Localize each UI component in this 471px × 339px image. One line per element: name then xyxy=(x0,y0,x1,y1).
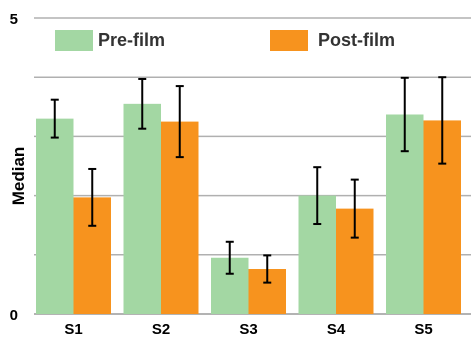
error-bar-s4-pre-film xyxy=(313,166,322,226)
y-tick-label: 0 xyxy=(10,307,18,324)
x-tick-label: S3 xyxy=(239,321,257,338)
error-bar-s5-pre-film xyxy=(400,76,409,153)
error-bar-s3-post-film xyxy=(263,254,272,284)
bar-s1-pre-film xyxy=(36,118,74,314)
error-bars xyxy=(50,76,447,284)
error-bar-s2-pre-film xyxy=(138,77,147,130)
bars xyxy=(36,103,461,314)
x-tick-label: S1 xyxy=(64,321,82,338)
error-bar-s2-post-film xyxy=(175,85,184,159)
legend: Pre-film Post-film xyxy=(55,30,395,51)
x-tick-label: S4 xyxy=(327,321,346,338)
bar-s2-pre-film xyxy=(123,103,161,314)
error-bar-s1-pre-film xyxy=(50,98,59,139)
legend-entry-pre-film: Pre-film xyxy=(55,30,165,51)
error-bar-s3-pre-film xyxy=(225,240,234,275)
legend-label: Post-film xyxy=(318,30,395,50)
legend-swatch xyxy=(270,30,308,51)
error-bar-s4-post-film xyxy=(350,178,359,239)
error-bar-s1-post-film xyxy=(88,167,97,227)
legend-entry-post-film: Post-film xyxy=(270,30,395,51)
y-tick-label: 5 xyxy=(10,11,18,28)
y-axis-label: Median xyxy=(9,147,28,206)
legend-label: Pre-film xyxy=(98,30,165,50)
axes: Median 0 5 S1 S2 S3 S4 S5 xyxy=(9,11,433,338)
x-tick-label: S5 xyxy=(414,321,432,338)
error-bar-s5-post-film xyxy=(438,76,447,165)
legend-swatch xyxy=(55,30,93,51)
x-tick-label: S2 xyxy=(152,321,170,338)
